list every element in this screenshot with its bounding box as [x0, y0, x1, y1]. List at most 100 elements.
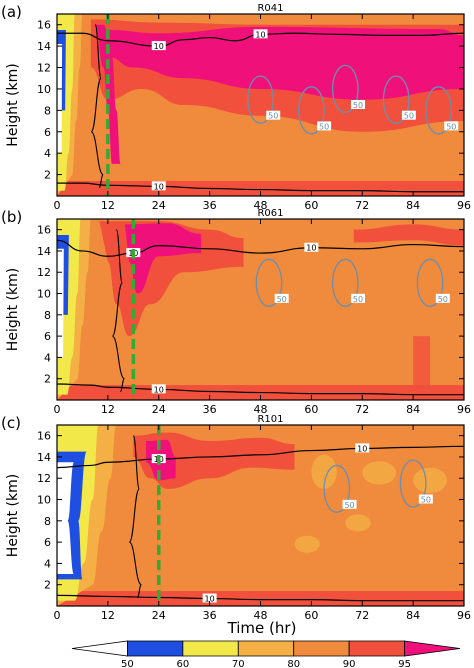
- contour-50-label-bg-2: [418, 494, 433, 504]
- contour-50-loop-1: [323, 464, 351, 513]
- light-orange-patch-1: [311, 454, 337, 489]
- dry-zone-white: [57, 462, 74, 575]
- y-tick-label: 16: [37, 430, 51, 443]
- panel-field: 10 10 10 50 50 50 50 50: [57, 14, 464, 196]
- contour-10-bottom: [57, 383, 464, 396]
- upper-magenta-region: [124, 223, 202, 294]
- x-tick-label: 24: [152, 609, 166, 622]
- panel-label: (a): [1, 3, 22, 21]
- contour-10-bottom: [57, 594, 464, 602]
- contour-50-loop-3: [331, 64, 359, 114]
- x-tick-label: 24: [152, 199, 166, 212]
- contour-50-label-bg-1: [274, 293, 289, 303]
- colorbar-tick-label: 90: [343, 659, 356, 668]
- contour-10-label-bg-1: [151, 41, 166, 51]
- contour-10-top: [57, 239, 464, 257]
- x-tick-label: 36: [203, 403, 217, 416]
- x-tick-label: 0: [54, 403, 61, 416]
- y-tick-label: 6: [44, 126, 51, 139]
- x-axis-label: Time (hr): [227, 619, 297, 637]
- contour-10-label-2: 10: [255, 30, 265, 39]
- contour-50-label-3: 50: [438, 295, 448, 304]
- contour-10-bottom: [57, 182, 464, 193]
- panel-label: (c): [1, 414, 21, 432]
- contour-10-convective: [128, 435, 142, 599]
- contour-50-label-5: 50: [446, 122, 456, 131]
- contour-10-label-bg-2: [355, 443, 370, 453]
- colorbar-segment-1: [71, 640, 128, 657]
- contour-10-label-bg-3: [151, 384, 166, 394]
- x-tick-label: 0: [54, 609, 61, 622]
- contour-50-label-1: 50: [277, 295, 287, 304]
- contour-10-label-bg-2: [304, 242, 319, 252]
- contour-10-label-2: 10: [357, 444, 367, 453]
- contour-50-label-bg-3: [435, 293, 450, 303]
- colorbar-segment-5: [293, 640, 350, 657]
- y-tick-label: 4: [44, 147, 51, 160]
- x-tick-label: 72: [355, 199, 369, 212]
- y-tick-label: 6: [44, 536, 51, 549]
- contour-50-label-2: 50: [421, 496, 431, 505]
- y-tick-label: 2: [44, 579, 51, 592]
- y-tick-label: 14: [37, 451, 51, 464]
- y-tick-label: 10: [37, 494, 51, 507]
- contour-50-label-1: 50: [344, 501, 354, 510]
- y-tick-label: 10: [37, 83, 51, 96]
- y-tick-label: 16: [37, 224, 51, 237]
- x-tick-label: 96: [457, 609, 471, 622]
- dry-zone-white: [57, 43, 63, 154]
- contour-10-label-3: 10: [154, 182, 164, 191]
- y-tick-label: 2: [44, 169, 51, 182]
- y-tick-label: 8: [44, 309, 51, 322]
- colorbar-segment-2: [127, 640, 184, 657]
- colorbar-segment-6: [348, 640, 405, 657]
- contour-50-label-2: 50: [319, 122, 329, 131]
- contour-50-label-bg-1: [342, 499, 357, 509]
- light-orange-patch-4: [345, 514, 371, 532]
- x-tick-label: 12: [101, 403, 115, 416]
- contour-10-top: [57, 32, 464, 47]
- panel-title: R061: [257, 208, 283, 219]
- panel-2: 1010105050500122436486072849624681012141…: [1, 208, 471, 416]
- y-axis-label: Height (km): [5, 268, 21, 351]
- colorbar: 50 60 70 80 90 95: [71, 640, 461, 668]
- contour-50-label-4: 50: [404, 112, 414, 121]
- x-tick-label: 48: [254, 403, 268, 416]
- x-tick-label: 84: [406, 403, 420, 416]
- contour-50-loop-3: [416, 258, 444, 307]
- y-tick-label: 14: [37, 40, 51, 53]
- contour-50-loop-5: [425, 86, 452, 135]
- x-tick-label: 0: [54, 199, 61, 212]
- panel-title: R041: [257, 3, 283, 14]
- panel-label: (b): [1, 208, 22, 226]
- x-tick-label: 36: [203, 609, 217, 622]
- contour-50-loop-4: [382, 75, 410, 124]
- light-orange-patch-2: [362, 461, 397, 485]
- colorbar-tick-label: 60: [176, 659, 189, 668]
- contour-10-label-2: 10: [306, 244, 316, 253]
- red-streak: [413, 336, 431, 400]
- x-tick-label: 48: [254, 609, 268, 622]
- contour-50-label-bg-2: [317, 121, 332, 131]
- colorbar-tick-label: 50: [121, 659, 134, 668]
- contour-10-label-bg-3: [151, 181, 166, 191]
- colorbar-tick-label: 95: [398, 659, 411, 668]
- x-tick-label: 48: [254, 199, 268, 212]
- contour-10-label-1: 10: [154, 42, 164, 51]
- contour-10-convective: [90, 24, 104, 188]
- contour-50-loop-1: [255, 258, 283, 307]
- upper-magenta-region: [107, 26, 464, 100]
- contour-10-label-bg-3: [202, 593, 217, 603]
- contour-10-label-3: 10: [205, 595, 215, 604]
- dry-zone-white: [57, 248, 64, 358]
- contour-50-loop-2: [331, 258, 359, 307]
- x-tick-label: 60: [304, 199, 318, 212]
- y-axis-label: Height (km): [5, 63, 21, 146]
- x-tick-label: 12: [101, 199, 115, 212]
- y-tick-label: 4: [44, 557, 51, 570]
- y-tick-label: 12: [37, 62, 51, 75]
- y-tick-label: 8: [44, 104, 51, 117]
